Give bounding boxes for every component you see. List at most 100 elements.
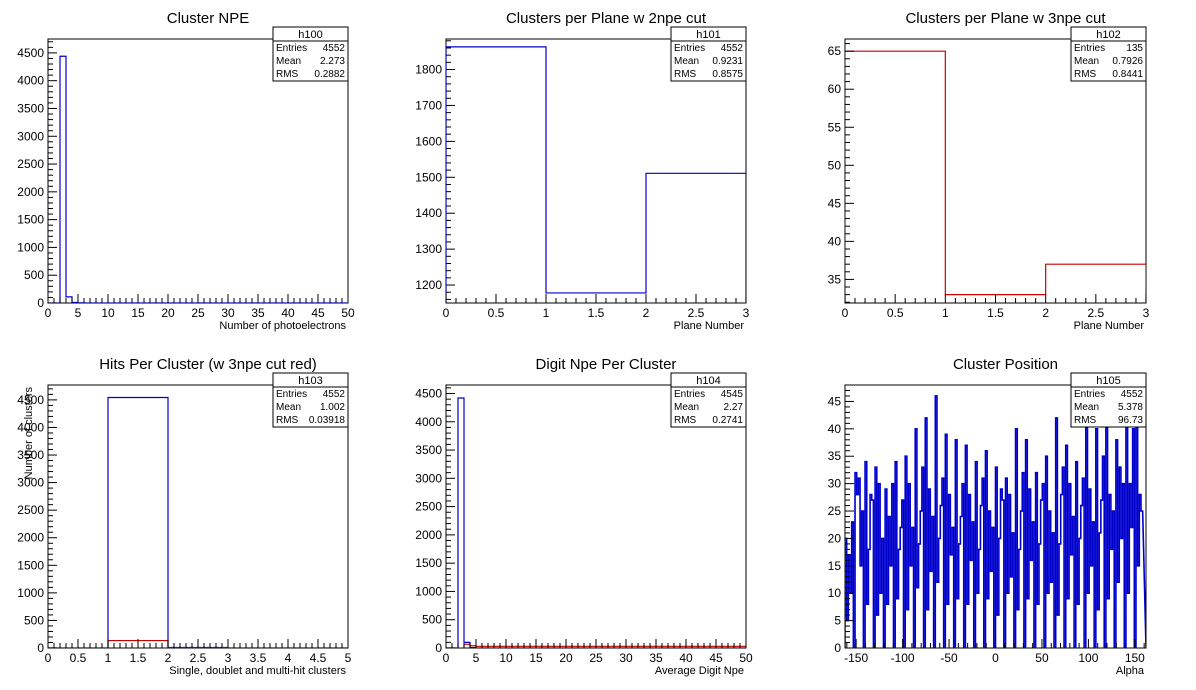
x-tick-label: 2: [165, 651, 172, 665]
y-tick-label: 2000: [415, 528, 442, 542]
y-tick-label: 3500: [415, 443, 442, 457]
stats-value: 5.378: [1118, 402, 1143, 413]
x-tick-label: 15: [529, 651, 543, 665]
histogram-series-0: [845, 50, 1146, 303]
y-tick-label: 1500: [415, 170, 442, 184]
stats-value: 1.002: [320, 402, 345, 413]
x-tick-label: 3: [1143, 306, 1150, 320]
stats-label: Entries: [674, 43, 705, 54]
stats-label: Mean: [1074, 402, 1099, 413]
stats-box: h100 Entries 4552 Mean 2.273 RMS 0.2882: [272, 26, 349, 82]
x-tick-label: 4: [285, 651, 292, 665]
stats-value: 2.27: [724, 402, 744, 413]
panel-title: Clusters per Plane w 2npe cut: [506, 10, 707, 27]
stats-value: 0.9231: [712, 56, 743, 67]
y-tick-label: 4000: [17, 420, 44, 434]
y-tick-label: 1500: [17, 213, 44, 227]
y-axis-label: Number of clusters: [23, 387, 35, 480]
x-axis-label: Plane Number: [674, 320, 745, 332]
panel-title: Cluster Position: [953, 356, 1058, 373]
x-axis-label: Single, doublet and multi-hit clusters: [169, 665, 346, 677]
stats-name: h105: [1096, 375, 1120, 387]
y-tick-label: 50: [828, 158, 842, 172]
stats-label: Entries: [276, 43, 307, 54]
stats-value: 0.03918: [309, 415, 346, 426]
stats-box: h102 Entries 135 Mean 0.7926 RMS 0.8441: [1070, 26, 1147, 82]
histogram-series-0: [48, 396, 348, 648]
stats-value: 4545: [721, 389, 744, 400]
stats-label: Entries: [276, 389, 307, 400]
x-tick-label: 40: [281, 306, 295, 320]
stats-label: RMS: [674, 69, 697, 80]
y-tick-label: 40: [828, 234, 842, 248]
x-tick-label: 150: [1125, 651, 1145, 665]
stats-value: 4552: [1121, 389, 1144, 400]
stats-label: Mean: [674, 56, 699, 67]
stats-label: Entries: [1074, 389, 1105, 400]
x-tick-label: 50: [1035, 651, 1049, 665]
histogram-panel-4: Digit Npe Per Cluster 0 5 10 15 20 25 30 35 40 45 5…: [415, 356, 753, 677]
histogram-panel-5: Cluster Position -150 -100 -50 0 50 100 150 0 5 10…: [828, 356, 1147, 677]
stats-value: 4552: [721, 43, 744, 54]
histogram-panel-3: Hits Per Cluster (w 3npe cut red) 0 0.5 1 1.…: [17, 356, 351, 677]
stats-value: 135: [1126, 43, 1143, 54]
y-tick-label: 45: [828, 196, 842, 210]
y-tick-label: 4500: [17, 46, 44, 60]
stats-name: h102: [1096, 29, 1120, 41]
x-axis-label: Average Digit Npe: [655, 665, 744, 677]
histogram-series-0: [845, 395, 1146, 648]
x-tick-label: 2.5: [688, 306, 705, 320]
stats-value: 0.7926: [1112, 56, 1143, 67]
x-tick-label: 2: [643, 306, 650, 320]
stats-name: h100: [298, 29, 322, 41]
y-tick-label: 0: [37, 296, 44, 310]
y-tick-label: 60: [828, 82, 842, 96]
stats-value: 4552: [323, 389, 346, 400]
x-tick-label: 1.5: [130, 651, 147, 665]
x-tick-label: 5: [473, 651, 480, 665]
x-tick-label: 20: [559, 651, 573, 665]
stats-name: h104: [696, 375, 720, 387]
y-tick-label: 1000: [17, 240, 44, 254]
x-tick-label: 0: [443, 651, 450, 665]
x-tick-label: 45: [311, 306, 325, 320]
x-tick-label: 40: [679, 651, 693, 665]
stats-box-frame: [1070, 372, 1147, 428]
x-tick-label: 50: [739, 651, 753, 665]
y-tick-label: 2000: [17, 531, 44, 545]
histogram-panel-2: Clusters per Plane w 3npe cut 0 0.5 1 1.5 2 2.…: [828, 10, 1150, 332]
x-tick-label: 100: [1078, 651, 1098, 665]
stats-box-frame: [1070, 26, 1147, 82]
y-tick-label: 65: [828, 44, 842, 58]
x-tick-label: 25: [589, 651, 603, 665]
histogram-series-0: [446, 397, 746, 648]
y-tick-label: 1300: [415, 242, 442, 256]
x-tick-label: 3.5: [250, 651, 267, 665]
stats-box-frame: [272, 26, 349, 82]
y-tick-label: 1500: [415, 556, 442, 570]
stats-box: h103 Entries 4552 Mean 1.002 RMS 0.03918: [272, 372, 349, 428]
panel-title: Cluster NPE: [167, 10, 250, 27]
x-tick-label: 0: [45, 651, 52, 665]
stats-value: 96.73: [1118, 415, 1143, 426]
y-tick-label: 45: [828, 394, 842, 408]
stats-label: Entries: [674, 389, 705, 400]
histogram-series-0: [48, 55, 348, 303]
y-tick-label: 40: [828, 422, 842, 436]
stats-value: 0.8575: [712, 69, 743, 80]
y-tick-label: 3000: [17, 476, 44, 490]
x-tick-label: 35: [251, 306, 265, 320]
x-tick-label: 45: [709, 651, 723, 665]
stats-box: h101 Entries 4552 Mean 0.9231 RMS 0.8575: [670, 26, 747, 82]
x-tick-label: 35: [649, 651, 663, 665]
x-tick-label: 1.5: [987, 306, 1004, 320]
x-tick-label: 30: [221, 306, 235, 320]
x-tick-label: 10: [101, 306, 115, 320]
stats-label: RMS: [674, 415, 697, 426]
y-tick-label: 1600: [415, 134, 442, 148]
stats-label: Mean: [674, 402, 699, 413]
x-tick-label: -50: [940, 651, 958, 665]
stats-name: h101: [696, 29, 720, 41]
